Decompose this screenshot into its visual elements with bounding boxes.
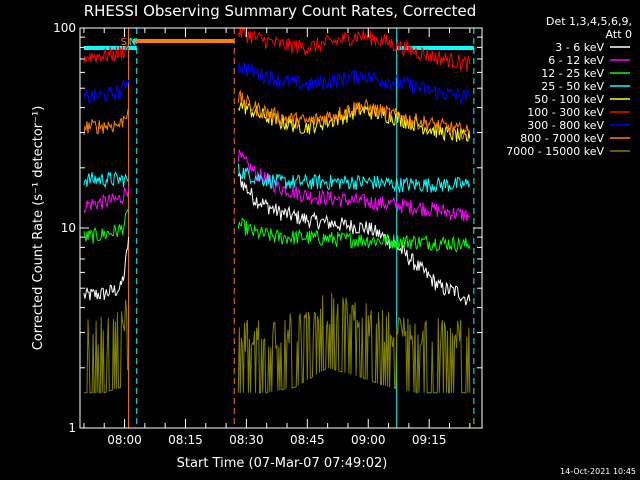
y-axis-ticks: 1 10 100	[53, 21, 482, 435]
series-line-6-1	[237, 61, 471, 105]
marker-label-0: SI	[121, 37, 130, 48]
x-tick-label: 08:15	[168, 433, 203, 447]
series-line-2-1	[237, 217, 471, 253]
series-line-0-1	[237, 171, 471, 306]
series-line-2-0	[83, 209, 130, 244]
legend-label: 6 - 12 keV	[548, 54, 604, 67]
y-tick-label: 10	[61, 221, 76, 235]
y-tick-label: 100	[53, 21, 76, 35]
y-tick-label: 1	[68, 421, 76, 435]
footer-timestamp: 14-Oct-2021 10:45	[560, 467, 636, 476]
series-line-8-0	[83, 300, 130, 394]
y-axis-label: Corrected Count Rate (s⁻¹ detector⁻¹)	[31, 106, 46, 351]
series-line-1-0	[83, 187, 130, 214]
x-axis-ticks: 08:00 08:15 08:30 08:45 09:00 09:15	[83, 28, 471, 447]
x-tick-label: 09:15	[412, 433, 447, 447]
legend-label: 25 - 50 keV	[541, 80, 604, 93]
series-line-5-0	[83, 44, 130, 63]
series-line-5-1	[237, 26, 471, 72]
x-axis-label: Start Time (07-Mar-07 07:49:02)	[177, 456, 388, 471]
series-lines	[83, 26, 471, 394]
series-line-7-0	[83, 107, 130, 135]
legend-label: 12 - 25 keV	[541, 67, 604, 80]
x-tick-label: 08:00	[107, 433, 142, 447]
series-line-0-0	[83, 237, 130, 301]
series-line-1-1	[237, 149, 471, 222]
legend-label: 7000 - 15000 keV	[506, 145, 604, 158]
marker-label-1: N	[129, 37, 136, 48]
legend-header-line-1: Det 1,3,4,5,6,9,	[546, 15, 632, 28]
legend-label: 50 - 100 keV	[534, 93, 604, 106]
x-tick-label: 08:45	[290, 433, 325, 447]
legend-label: 100 - 300 keV	[527, 106, 604, 119]
legend-label: 3 - 6 keV	[555, 41, 604, 54]
series-line-7-1	[237, 89, 471, 140]
series-line-8-1	[237, 293, 471, 394]
legend-header-line-2: Att 0	[606, 28, 632, 41]
x-tick-label: 08:30	[229, 433, 264, 447]
legend-label: 800 - 7000 keV	[520, 132, 604, 145]
series-line-3-0	[83, 170, 129, 189]
chart-title: RHESSI Observing Summary Count Rates, Co…	[84, 2, 477, 20]
series-line-6-0	[83, 78, 130, 104]
legend-label: 300 - 800 keV	[527, 119, 604, 132]
series-line-3-1	[237, 163, 471, 193]
x-tick-label: 09:00	[351, 433, 386, 447]
